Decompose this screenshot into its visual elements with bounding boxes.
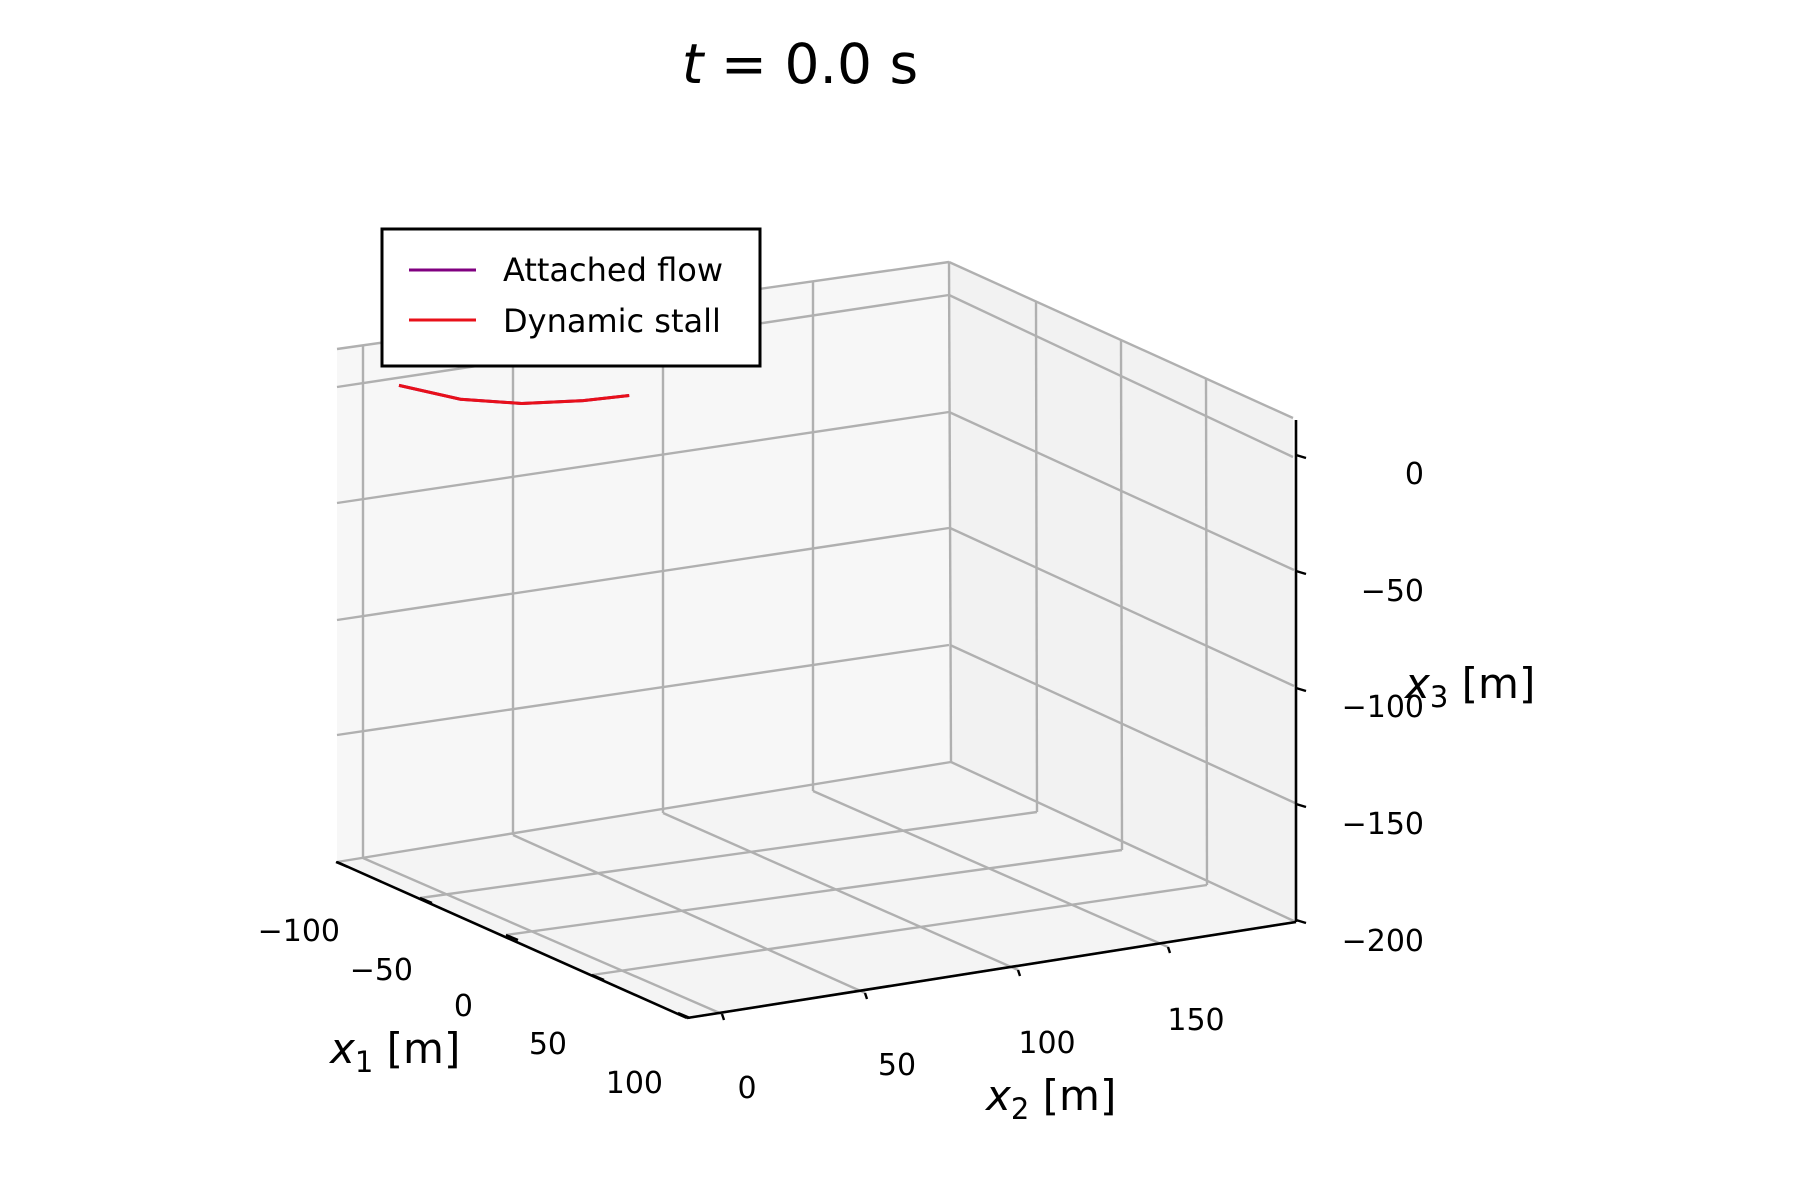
x2-tick-label: 50 (878, 1048, 916, 1083)
x1-axis-label: x1 [m] (328, 1024, 460, 1079)
x1-tick-labels: −100 −50 0 50 100 (258, 914, 663, 1101)
x3-tick-label: −100 (1342, 690, 1424, 725)
x1-tick-label: 100 (606, 1066, 663, 1101)
x1-tick-label: 50 (529, 1027, 567, 1062)
floor-pane (337, 762, 1296, 1018)
tick-marks (335, 453, 1307, 1021)
legend-label-dynamic-stall: Dynamic stall (503, 302, 721, 340)
x2-tick-label: 150 (1167, 1003, 1224, 1038)
x3-tick-labels: 0 −50 −100 −150 −200 (1342, 457, 1424, 959)
x3-tick-label: −200 (1342, 924, 1424, 959)
x2-axis-label: x2 [m] (984, 1071, 1116, 1126)
chart-title: t = 0.0 s (682, 32, 918, 96)
x2-axis-line (686, 920, 1297, 1020)
gridlines (336, 260, 1297, 1020)
x3-tick-label: −150 (1342, 807, 1424, 842)
x2-tick-labels: 0 50 100 150 (737, 1003, 1224, 1106)
legend-box (380, 227, 762, 368)
x2-tick-label: 0 (737, 1071, 756, 1106)
x1-axis-line (336, 860, 688, 1020)
legend: Attached flow Dynamic stall (380, 227, 762, 368)
x2-tick-label: 100 (1018, 1026, 1075, 1061)
x3-tick-label: −50 (1361, 574, 1424, 609)
x1-tick-label: −50 (350, 953, 413, 988)
legend-label-attached-flow: Attached flow (503, 251, 723, 289)
x3-axis-label: x3 [m] (1403, 659, 1535, 714)
x3-tick-label: 0 (1405, 457, 1424, 492)
series-layer (398, 383, 630, 406)
series-line-dynamic-stall (398, 383, 630, 406)
axes (336, 420, 1298, 1020)
x1-tick-label: 0 (454, 989, 473, 1024)
x1-tick-label: −100 (258, 914, 340, 949)
